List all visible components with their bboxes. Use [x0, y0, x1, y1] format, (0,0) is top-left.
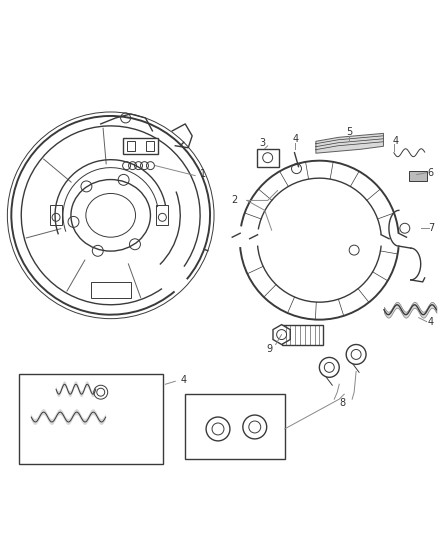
Bar: [19, 374, 163, 464]
Text: 4: 4: [393, 136, 399, 146]
Bar: [185, 394, 285, 459]
Text: 2: 2: [232, 196, 238, 205]
Bar: [282, 325, 323, 344]
Text: 3: 3: [260, 138, 266, 148]
Text: 7: 7: [428, 223, 435, 233]
Bar: [123, 138, 159, 154]
Bar: [127, 141, 134, 151]
Bar: [156, 205, 168, 225]
Bar: [91, 282, 131, 298]
Bar: [409, 171, 427, 181]
Text: 4: 4: [427, 317, 434, 327]
Text: 5: 5: [346, 127, 352, 137]
Bar: [50, 205, 62, 225]
Text: 8: 8: [339, 398, 345, 408]
Bar: [146, 141, 155, 151]
Text: 9: 9: [267, 344, 273, 354]
Text: 4: 4: [293, 134, 299, 144]
Text: 1: 1: [200, 168, 206, 179]
Text: 4: 4: [180, 375, 187, 385]
Text: 6: 6: [427, 167, 434, 177]
Bar: [257, 149, 279, 167]
